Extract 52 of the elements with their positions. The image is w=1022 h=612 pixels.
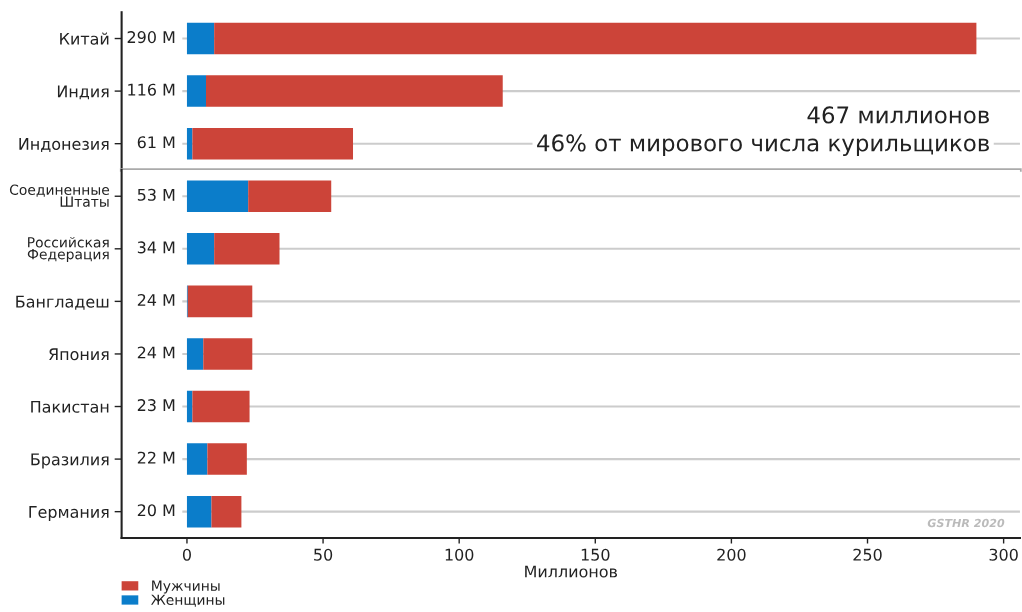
bar bbox=[186, 233, 215, 265]
bar bbox=[206, 75, 503, 107]
bar bbox=[192, 127, 354, 160]
y-tick-label: Соединенные Штаты bbox=[9, 184, 110, 207]
legend-label: Мужчины bbox=[152, 580, 220, 594]
bar bbox=[203, 338, 253, 370]
bar bbox=[248, 180, 332, 213]
y-tick-label: Бангладеш bbox=[16, 295, 109, 310]
x-axis-title: Миллионов bbox=[525, 565, 618, 578]
total-label: 24 M bbox=[137, 293, 175, 306]
total-label: 22 M bbox=[137, 451, 175, 464]
total-label: 290 M bbox=[127, 31, 175, 44]
total-label: 116 M bbox=[128, 83, 175, 96]
legend-label: Женщины bbox=[151, 594, 225, 607]
y-tick-label: Индия bbox=[57, 85, 109, 100]
bar bbox=[186, 127, 193, 160]
bar bbox=[186, 443, 208, 475]
bar bbox=[192, 390, 250, 423]
y-tick-label: Китай bbox=[60, 32, 109, 45]
x-tick-label: 250 bbox=[853, 548, 882, 561]
annotation: GSTHR 2020 bbox=[927, 518, 1005, 528]
total-label: 34 M bbox=[137, 241, 175, 254]
x-tick-label: 50 bbox=[314, 548, 333, 561]
x-tick-label: 0 bbox=[182, 548, 191, 561]
annotation: 467 миллионов bbox=[807, 106, 989, 124]
bar bbox=[186, 495, 212, 528]
bar bbox=[214, 22, 977, 55]
x-tick-label: 150 bbox=[581, 548, 610, 561]
x-tick-label: 300 bbox=[989, 548, 1018, 561]
y-tick-label: Германия bbox=[29, 506, 109, 522]
bar bbox=[186, 338, 204, 370]
total-label: 23 M bbox=[137, 399, 175, 412]
bar bbox=[214, 233, 280, 265]
bar bbox=[186, 75, 207, 107]
bar bbox=[211, 495, 242, 528]
bar bbox=[186, 390, 193, 423]
y-tick-label: Бразилия bbox=[31, 453, 109, 469]
bar bbox=[187, 285, 253, 318]
y-tick-label: Индонезия bbox=[19, 138, 109, 152]
bar bbox=[207, 443, 247, 475]
total-label: 24 M bbox=[137, 346, 175, 359]
total-label: 20 M bbox=[137, 504, 175, 517]
y-tick-label: Пакистан bbox=[31, 400, 109, 413]
y-tick-label: Российская Федерация bbox=[27, 236, 109, 263]
x-tick-label: 100 bbox=[445, 548, 474, 561]
x-tick-label: 200 bbox=[717, 548, 746, 561]
bar bbox=[186, 22, 215, 55]
total-label: 53 M bbox=[137, 188, 175, 201]
annotation: 46% от мирового числа курильщиков bbox=[537, 134, 989, 157]
total-label: 61 M bbox=[137, 136, 175, 149]
y-tick-label: Япония bbox=[49, 348, 109, 361]
bar bbox=[186, 180, 249, 213]
